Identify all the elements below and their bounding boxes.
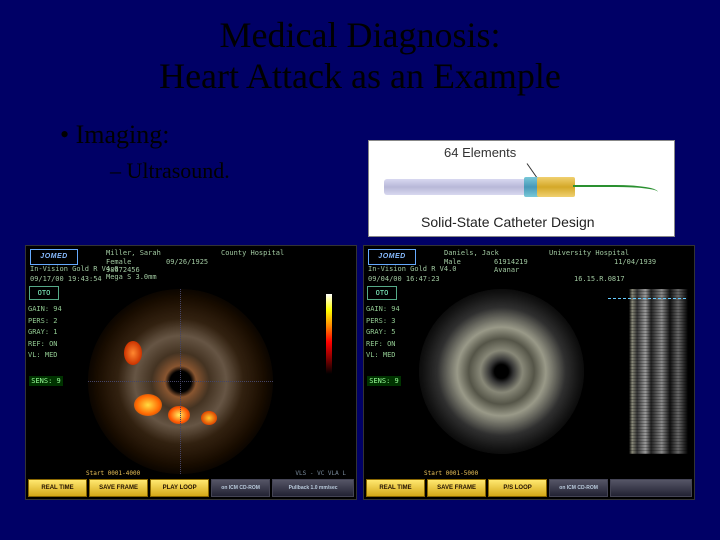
pullback-button[interactable]: Pullback 1.0 mm/sec	[272, 479, 354, 497]
jomed-logo: JOMED	[368, 249, 416, 265]
cdrom-button[interactable]: on ICM CD-ROM	[211, 479, 270, 497]
scan2-vl: VL: MED	[366, 350, 406, 361]
ultrasound-scans-row: JOMED Miller, Sarah County Hospital Fema…	[25, 245, 695, 500]
catheter-body	[384, 179, 539, 195]
scan1-vl: VL: MED	[28, 350, 68, 361]
scan1-ref: REF: ON	[28, 339, 68, 350]
ivus2-longitudinal	[606, 289, 688, 454]
ivus2-image	[419, 289, 584, 454]
scan2-sens: SENS: 9	[367, 376, 401, 386]
scan1-header: JOMED Miller, Sarah County Hospital Fema…	[26, 246, 356, 282]
scan2-clock: 16.15.R.0817	[574, 275, 625, 283]
scan2-dob: 11/04/1939	[614, 258, 656, 266]
catheter-wire	[573, 185, 658, 192]
scan1-dob: 09/26/1925	[166, 258, 208, 266]
scan2-product: In-Vision Gold R V4.0	[368, 265, 457, 273]
scan1-start: Start 0001-4000	[86, 470, 140, 477]
title-line-1: Medical Diagnosis:	[220, 15, 501, 55]
scan2-hospital: University Hospital	[549, 249, 629, 257]
ivus1-hotspot	[201, 411, 217, 425]
psloop-button[interactable]: P/S LOOP	[488, 479, 547, 497]
scan2-gray: GRAY: 5	[366, 327, 406, 338]
ivus1-hotspot	[134, 394, 162, 416]
scan2-side-panel: GAIN: 94 PERS: 3 GRAY: 5 REF: ON VL: MED	[366, 304, 406, 362]
ivus1-hotspot	[168, 406, 190, 424]
ivus1-crosshair-v	[180, 289, 182, 474]
catheter-diagram: 64 Elements Solid-State Catheter Design	[368, 140, 675, 237]
scan2-ref: REF: ON	[366, 339, 406, 350]
ivus-scan-left: JOMED Miller, Sarah County Hospital Fema…	[25, 245, 357, 500]
scan1-oto: OTO	[29, 286, 59, 300]
scan2-id: 61914219	[494, 258, 528, 266]
ivus-scan-right: JOMED Daniels, Jack University Hospital …	[363, 245, 695, 500]
scan1-side-panel: GAIN: 94 PERS: 2 GRAY: 1 REF: ON VL: MED	[28, 304, 68, 362]
scan2-pers: PERS: 3	[366, 316, 406, 327]
jomed-logo: JOMED	[30, 249, 78, 265]
scan1-device: Mega S 3.0mm	[106, 273, 157, 281]
catheter-tip	[537, 177, 575, 197]
scan1-gain: GAIN: 94	[28, 304, 68, 315]
scan1-hospital: County Hospital	[221, 249, 284, 257]
scan2-gain: GAIN: 94	[366, 304, 406, 315]
scan2-start: Start 0001-5000	[424, 470, 478, 477]
scan1-pers: PERS: 2	[28, 316, 68, 327]
saveframe-button[interactable]: SAVE FRAME	[89, 479, 148, 497]
scan2-datetime: 09/04/00 16:47:23	[368, 275, 440, 283]
ivus1-colorbar	[326, 294, 332, 374]
ivus2-measure-line	[608, 298, 686, 300]
scan2-oto: OTO	[367, 286, 397, 300]
scan1-datetime: 09/17/00 19:43:54	[30, 275, 102, 283]
playloop-button[interactable]: PLAY LOOP	[150, 479, 209, 497]
scan2-header: JOMED Daniels, Jack University Hospital …	[364, 246, 694, 282]
saveframe-button[interactable]: SAVE FRAME	[427, 479, 486, 497]
realtime-button[interactable]: REAL TIME	[28, 479, 87, 497]
catheter-caption: Solid-State Catheter Design	[421, 214, 595, 230]
scan2-buttons: REAL TIME SAVE FRAME P/S LOOP on ICM CD-…	[366, 479, 692, 497]
scan1-gray: GRAY: 1	[28, 327, 68, 338]
scan1-patient: Miller, Sarah	[106, 249, 161, 257]
scan2-patient: Daniels, Jack	[444, 249, 499, 257]
scan1-sens: SENS: 9	[29, 376, 63, 386]
cdrom-button[interactable]: on ICM CD-ROM	[549, 479, 608, 497]
scan2-device: Avanar	[494, 266, 519, 274]
catheter-label: 64 Elements	[444, 145, 516, 160]
ivus1-hotspot	[124, 341, 142, 365]
scan1-buttons: REAL TIME SAVE FRAME PLAY LOOP on ICM CD…	[28, 479, 354, 497]
realtime-button[interactable]: REAL TIME	[366, 479, 425, 497]
scan1-footer: VLS - VC VLA L	[295, 470, 346, 477]
title-line-2: Heart Attack as an Example	[159, 56, 561, 96]
blank-button[interactable]	[610, 479, 692, 497]
slide-title: Medical Diagnosis: Heart Attack as an Ex…	[0, 0, 720, 98]
